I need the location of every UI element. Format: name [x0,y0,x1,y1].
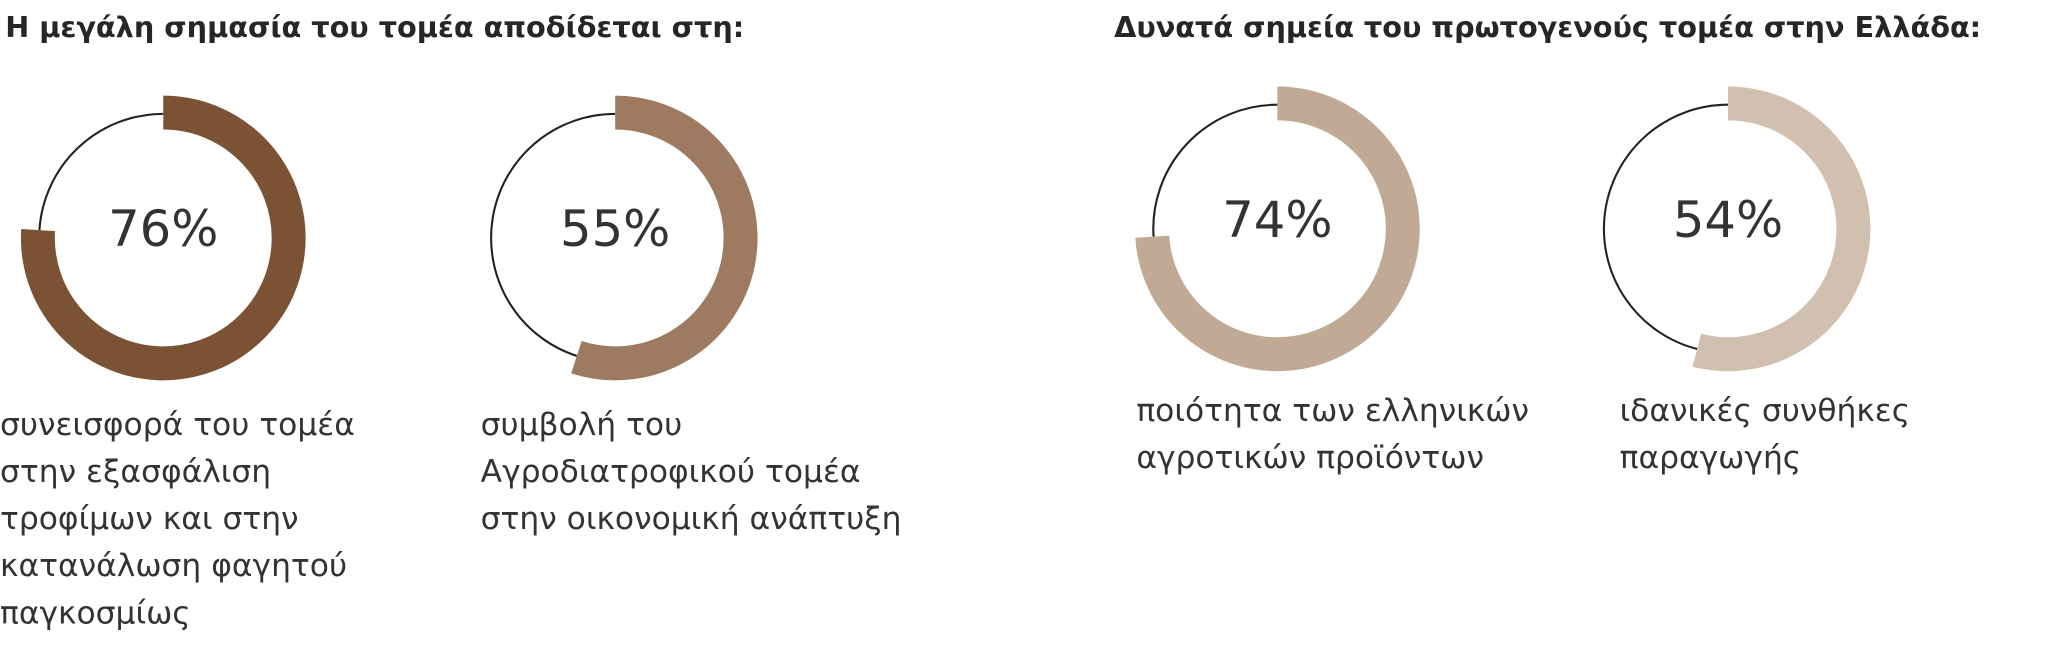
donut-label: παγκοσμίως [0,595,191,631]
donut-label: στην εξασφάλιση [0,454,271,490]
donut-label: κατανάλωση φαγητού [0,548,347,584]
donut-label: αγροτικών προϊόντων [1136,440,1484,476]
section-title: Η μεγάλη σημασία του τομέα αποδίδεται στ… [5,10,744,44]
donut-value-label: 55% [560,200,670,258]
donut-track [490,112,616,357]
donut-arc [571,95,758,381]
donut-label: παραγωγής [1620,440,1802,476]
donut-label: Αγροδιατροφικού τομέα [481,454,861,490]
donut-label: τροφίμων και στην [0,501,299,537]
donut-value-label: 54% [1673,191,1783,249]
donut-track [1602,103,1729,351]
donut-arc [1692,86,1871,372]
donut-value-label: 76% [108,200,218,258]
donut-track [38,112,164,231]
donut-label: συμβολή του [481,407,683,443]
donut-arc [20,95,306,381]
donut-label: συνεισφορά του τομέα [0,407,355,443]
donut-label: ιδανικές συνθήκες [1620,393,1911,429]
section-title: Δυνατά σημεία του πρωτογενούς τομέα στην… [1114,10,1981,44]
donut-value-label: 74% [1222,191,1332,249]
donut-arc [1135,86,1420,372]
donut-label: στην οικονομική ανάπτυξη [481,501,902,537]
donut-label: ποιότητα των ελληνικών [1136,393,1529,429]
donut-track [1152,103,1278,237]
